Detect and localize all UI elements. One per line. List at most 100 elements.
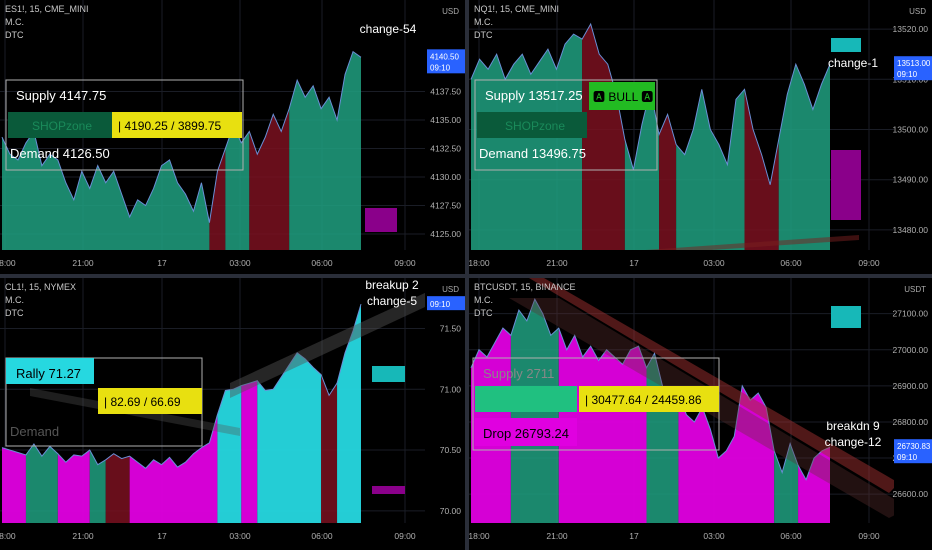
horizontal-divider[interactable] xyxy=(0,274,932,278)
drop-bg xyxy=(475,418,577,446)
price-line xyxy=(1,50,362,223)
current-price-value: 13513.00 xyxy=(897,59,931,68)
x-tick-label: 17 xyxy=(157,531,167,541)
zone-box xyxy=(372,366,405,382)
symbol-label[interactable]: BTCUSDT, 15, BINANCE xyxy=(474,282,576,292)
y-tick-label: 4132.50 xyxy=(430,144,461,154)
zone-fill xyxy=(477,112,587,138)
x-tick-label: 09:00 xyxy=(394,531,416,541)
price-line xyxy=(1,304,362,469)
area-region xyxy=(2,447,26,523)
supply-label: Supply 4147.75 xyxy=(16,88,106,103)
area-region xyxy=(337,304,361,523)
chart-pane-cl[interactable]: | 82.69 / 66.69 Rally 71.27 Demand breakup … xyxy=(0,278,465,550)
area-region xyxy=(659,114,677,250)
trend-channel xyxy=(529,278,899,493)
area-region xyxy=(2,131,210,250)
x-tick-label: 06:00 xyxy=(780,531,802,541)
chart-pane-nq[interactable]: 🅰 BULL 🅰 SHOPzone Supply 13517.25 Demand 13… xyxy=(469,0,932,274)
zone-box xyxy=(365,208,397,232)
y-tick-label: 26900.00 xyxy=(893,381,929,391)
change-label: change-12 xyxy=(825,435,882,449)
y-tick-label: 4125.00 xyxy=(430,229,461,239)
x-tick-label: 09:00 xyxy=(394,258,416,268)
area-region xyxy=(778,64,830,250)
zone-label: SHOPzone xyxy=(32,119,92,133)
indicator-mc[interactable]: M.C. xyxy=(5,295,24,305)
symbol-label[interactable]: ES1!, 15, CME_MINI xyxy=(5,4,89,14)
symbol-label[interactable]: NQ1!, 15, CME_MINI xyxy=(474,4,560,14)
y-tick-label: 13500.00 xyxy=(893,124,929,134)
current-price-value: 26730.83 xyxy=(897,442,931,451)
chart-nq-svg[interactable]: 🅰 BULL 🅰 SHOPzone Supply 13517.25 Demand 13… xyxy=(469,0,932,274)
current-price-tag xyxy=(894,56,932,81)
y-tick-label: 13490.00 xyxy=(893,175,929,185)
time-axis-bg xyxy=(0,523,465,550)
legend-btc: BTCUSDT, 15, BINANCE M.C. DTC xyxy=(474,281,576,320)
x-tick-label: 06:00 xyxy=(780,258,802,268)
range-bg xyxy=(98,388,202,414)
x-tick-label: 21:00 xyxy=(546,258,568,268)
zone-fill xyxy=(475,386,577,412)
x-tick-label: 03:00 xyxy=(229,531,251,541)
legend-es: ES1!, 15, CME_MINI M.C. DTC xyxy=(5,3,89,42)
chart-btc-svg[interactable]: | 30477.64 / 24459.86 Supply 2711 Drop 267… xyxy=(469,278,932,550)
current-price-tag xyxy=(427,49,465,74)
y-tick-label: 26800.00 xyxy=(893,417,929,427)
info-box xyxy=(474,79,658,171)
range-label: | 30477.64 / 24459.86 xyxy=(585,393,702,407)
current-time-value: 09:10 xyxy=(897,70,918,79)
chart-pane-btc[interactable]: | 30477.64 / 24459.86 Supply 2711 Drop 267… xyxy=(469,278,932,550)
chart-cl-svg[interactable]: | 82.69 / 66.69 Rally 71.27 Demand breakup … xyxy=(0,278,465,550)
indicator-dtc[interactable]: DTC xyxy=(5,30,24,40)
chart-es-svg[interactable]: SHOPzone | 4190.25 / 3899.75 Supply 4147.7… xyxy=(0,0,465,274)
area-region xyxy=(582,24,625,250)
demand-label: Demand 13496.75 xyxy=(479,146,586,161)
indicator-dtc[interactable]: DTC xyxy=(474,308,493,318)
indicator-dtc[interactable]: DTC xyxy=(5,308,24,318)
area-region xyxy=(257,352,322,523)
x-tick-label: 09:00 xyxy=(858,258,880,268)
price-line xyxy=(470,298,831,481)
x-tick-label: 17 xyxy=(629,258,639,268)
supply-label: Rally 71.27 xyxy=(16,366,81,381)
x-tick-label: 17 xyxy=(157,258,167,268)
time-axis-bg xyxy=(469,250,932,274)
time-axis-bg xyxy=(469,523,932,550)
breakup-label: breakup 2 xyxy=(365,278,419,292)
y-tick-label: 70.50 xyxy=(440,445,462,455)
area-region xyxy=(676,89,745,250)
trend-channel xyxy=(230,286,440,398)
x-tick-label: 03:00 xyxy=(703,531,725,541)
y-tick-label: 4130.00 xyxy=(430,172,461,182)
legend-cl: CL1!, 15, NYMEX M.C. DTC xyxy=(5,281,76,320)
currency-label: USD xyxy=(442,285,459,294)
x-tick-label: 06:00 xyxy=(311,531,333,541)
supply-label: Supply 13517.25 xyxy=(485,88,583,103)
y-tick-label: 4127.50 xyxy=(430,201,461,211)
x-tick-label: 21:00 xyxy=(72,531,94,541)
chart-pane-es[interactable]: SHOPzone | 4190.25 / 3899.75 Supply 4147.7… xyxy=(0,0,465,274)
indicator-dtc[interactable]: DTC xyxy=(474,30,493,40)
current-price-value: 4140.50 xyxy=(430,52,459,61)
x-tick-label: 09:00 xyxy=(858,531,880,541)
zone-box xyxy=(831,150,861,220)
area-region xyxy=(241,380,258,523)
current-time-value: 09:10 xyxy=(430,63,451,72)
zone-box xyxy=(831,38,861,52)
bull-label: 🅰 BULL 🅰 xyxy=(593,90,653,104)
area-region xyxy=(105,453,130,523)
indicator-mc[interactable]: M.C. xyxy=(474,17,493,27)
y-tick-label: 27100.00 xyxy=(893,309,929,319)
supply-label: Supply 2711 xyxy=(483,366,554,381)
area-region xyxy=(217,385,242,523)
change-label: change-54 xyxy=(360,22,417,36)
symbol-label[interactable]: CL1!, 15, NYMEX xyxy=(5,282,77,292)
area-region xyxy=(678,385,775,523)
indicator-mc[interactable]: M.C. xyxy=(5,17,24,27)
breakup-label: breakdn 9 xyxy=(826,419,880,433)
x-tick-label: 17 xyxy=(629,531,639,541)
legend-nq: NQ1!, 15, CME_MINI M.C. DTC xyxy=(474,3,559,42)
indicator-mc[interactable]: M.C. xyxy=(474,295,493,305)
x-tick-label: 06:00 xyxy=(311,258,333,268)
